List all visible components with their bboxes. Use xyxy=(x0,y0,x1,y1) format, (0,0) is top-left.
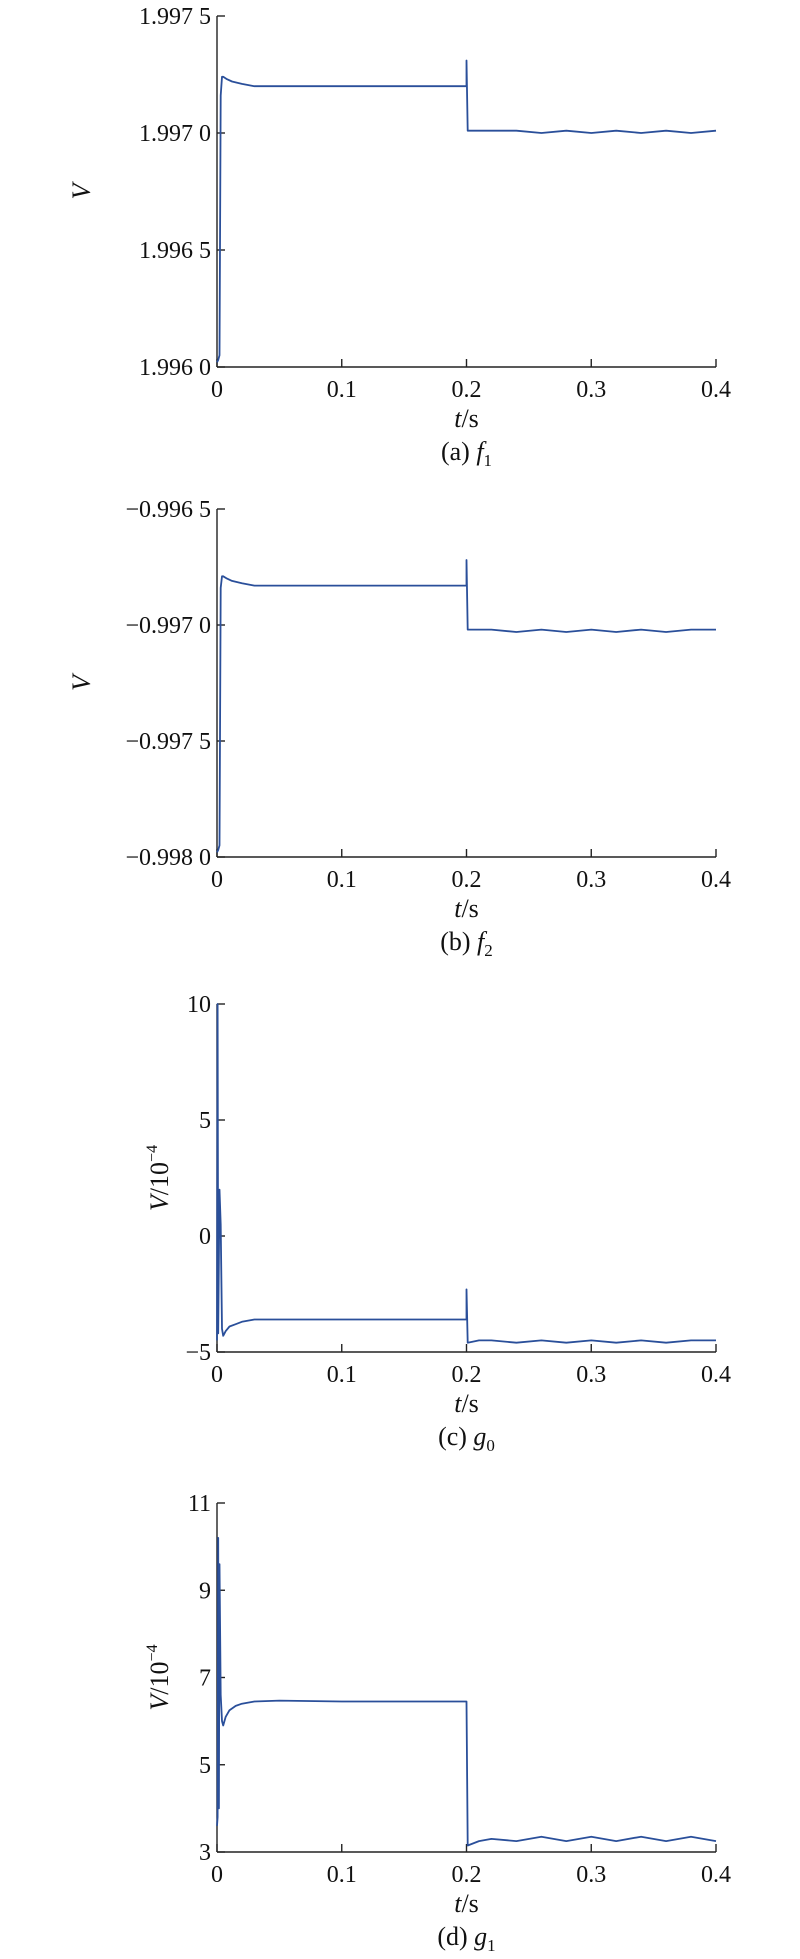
panel-caption: (d) g1 xyxy=(437,1922,495,1955)
x-axis-label: t/s xyxy=(454,1889,479,1918)
y-axis-label: V/10−4 xyxy=(144,1644,174,1710)
y-tick-label: 3 xyxy=(199,1840,211,1866)
x-axis-label: t/s xyxy=(454,1389,479,1418)
x-tick-label: 0 xyxy=(211,1862,223,1888)
x-tick-label: 0.3 xyxy=(576,867,606,893)
chart-panel-1: −0.998 0 −0.997 5 −0.997 0 −0.996 5 0 0.1 0.2 0… xyxy=(67,497,731,960)
x-tick-label: 0.1 xyxy=(327,377,357,403)
x-tick-label: 0.2 xyxy=(452,1362,482,1388)
chart-panel-3: 3 5 7 9 11 0 0.1 0.2 0.3 0.4 t/s (d) g1 V/10−4 xyxy=(144,1491,731,1955)
x-tick-label: 0.2 xyxy=(452,377,482,403)
series-line-0 xyxy=(216,59,717,363)
x-tick-label: 0 xyxy=(211,377,223,403)
y-tick-label: 5 xyxy=(199,1108,211,1134)
y-tick-label: 0 xyxy=(199,1224,211,1250)
x-tick-label: 0.4 xyxy=(701,867,731,893)
x-tick-label: 0.2 xyxy=(452,867,482,893)
y-tick-label: 1.997 5 xyxy=(139,4,211,30)
series-line-0 xyxy=(216,559,716,853)
y-axis-label: V xyxy=(67,672,96,691)
x-tick-label: 0 xyxy=(211,867,223,893)
x-tick-label: 0.1 xyxy=(327,1362,357,1388)
x-tick-label: 0 xyxy=(211,1362,223,1388)
x-tick-label: 0.1 xyxy=(327,1862,357,1888)
x-axis-label: t/s xyxy=(454,894,479,923)
y-tick-label: −0.997 0 xyxy=(125,613,211,639)
y-tick-label: 11 xyxy=(188,1491,211,1517)
series-line-0 xyxy=(216,1537,717,1847)
x-tick-label: 0.3 xyxy=(576,1862,606,1888)
y-tick-label: 5 xyxy=(199,1753,211,1779)
x-tick-label: 0.4 xyxy=(701,1362,731,1388)
y-tick-label: 1.996 0 xyxy=(139,355,211,381)
y-tick-label: −5 xyxy=(185,1340,211,1366)
x-tick-label: 0.1 xyxy=(327,867,357,893)
y-axis-label: V xyxy=(67,180,96,199)
x-tick-label: 0.4 xyxy=(701,377,731,403)
y-tick-label: 10 xyxy=(187,992,211,1018)
panel-caption: (a) f1 xyxy=(441,437,492,470)
series-line-0 xyxy=(216,1003,716,1344)
y-tick-label: 1.997 0 xyxy=(139,121,211,147)
y-tick-label: 7 xyxy=(199,1666,211,1692)
y-tick-label: −0.998 0 xyxy=(125,845,211,871)
y-axis-label: V/10−4 xyxy=(144,1145,174,1211)
panel-caption: (b) f2 xyxy=(440,927,493,960)
chart-panel-0: 1.996 0 1.996 5 1.997 0 1.997 5 0 0.1 0.2 0.3 0.… xyxy=(67,4,731,470)
x-axis-label: t/s xyxy=(454,404,479,433)
x-tick-label: 0.4 xyxy=(701,1862,731,1888)
y-tick-label: −0.996 5 xyxy=(125,497,211,523)
x-tick-label: 0.3 xyxy=(576,1362,606,1388)
panel-caption: (c) g0 xyxy=(438,1422,495,1455)
x-tick-label: 0.2 xyxy=(452,1862,482,1888)
y-tick-label: −0.997 5 xyxy=(125,729,211,755)
x-tick-label: 0.3 xyxy=(576,377,606,403)
y-tick-label: 1.996 5 xyxy=(139,238,211,264)
y-tick-label: 9 xyxy=(199,1578,211,1604)
